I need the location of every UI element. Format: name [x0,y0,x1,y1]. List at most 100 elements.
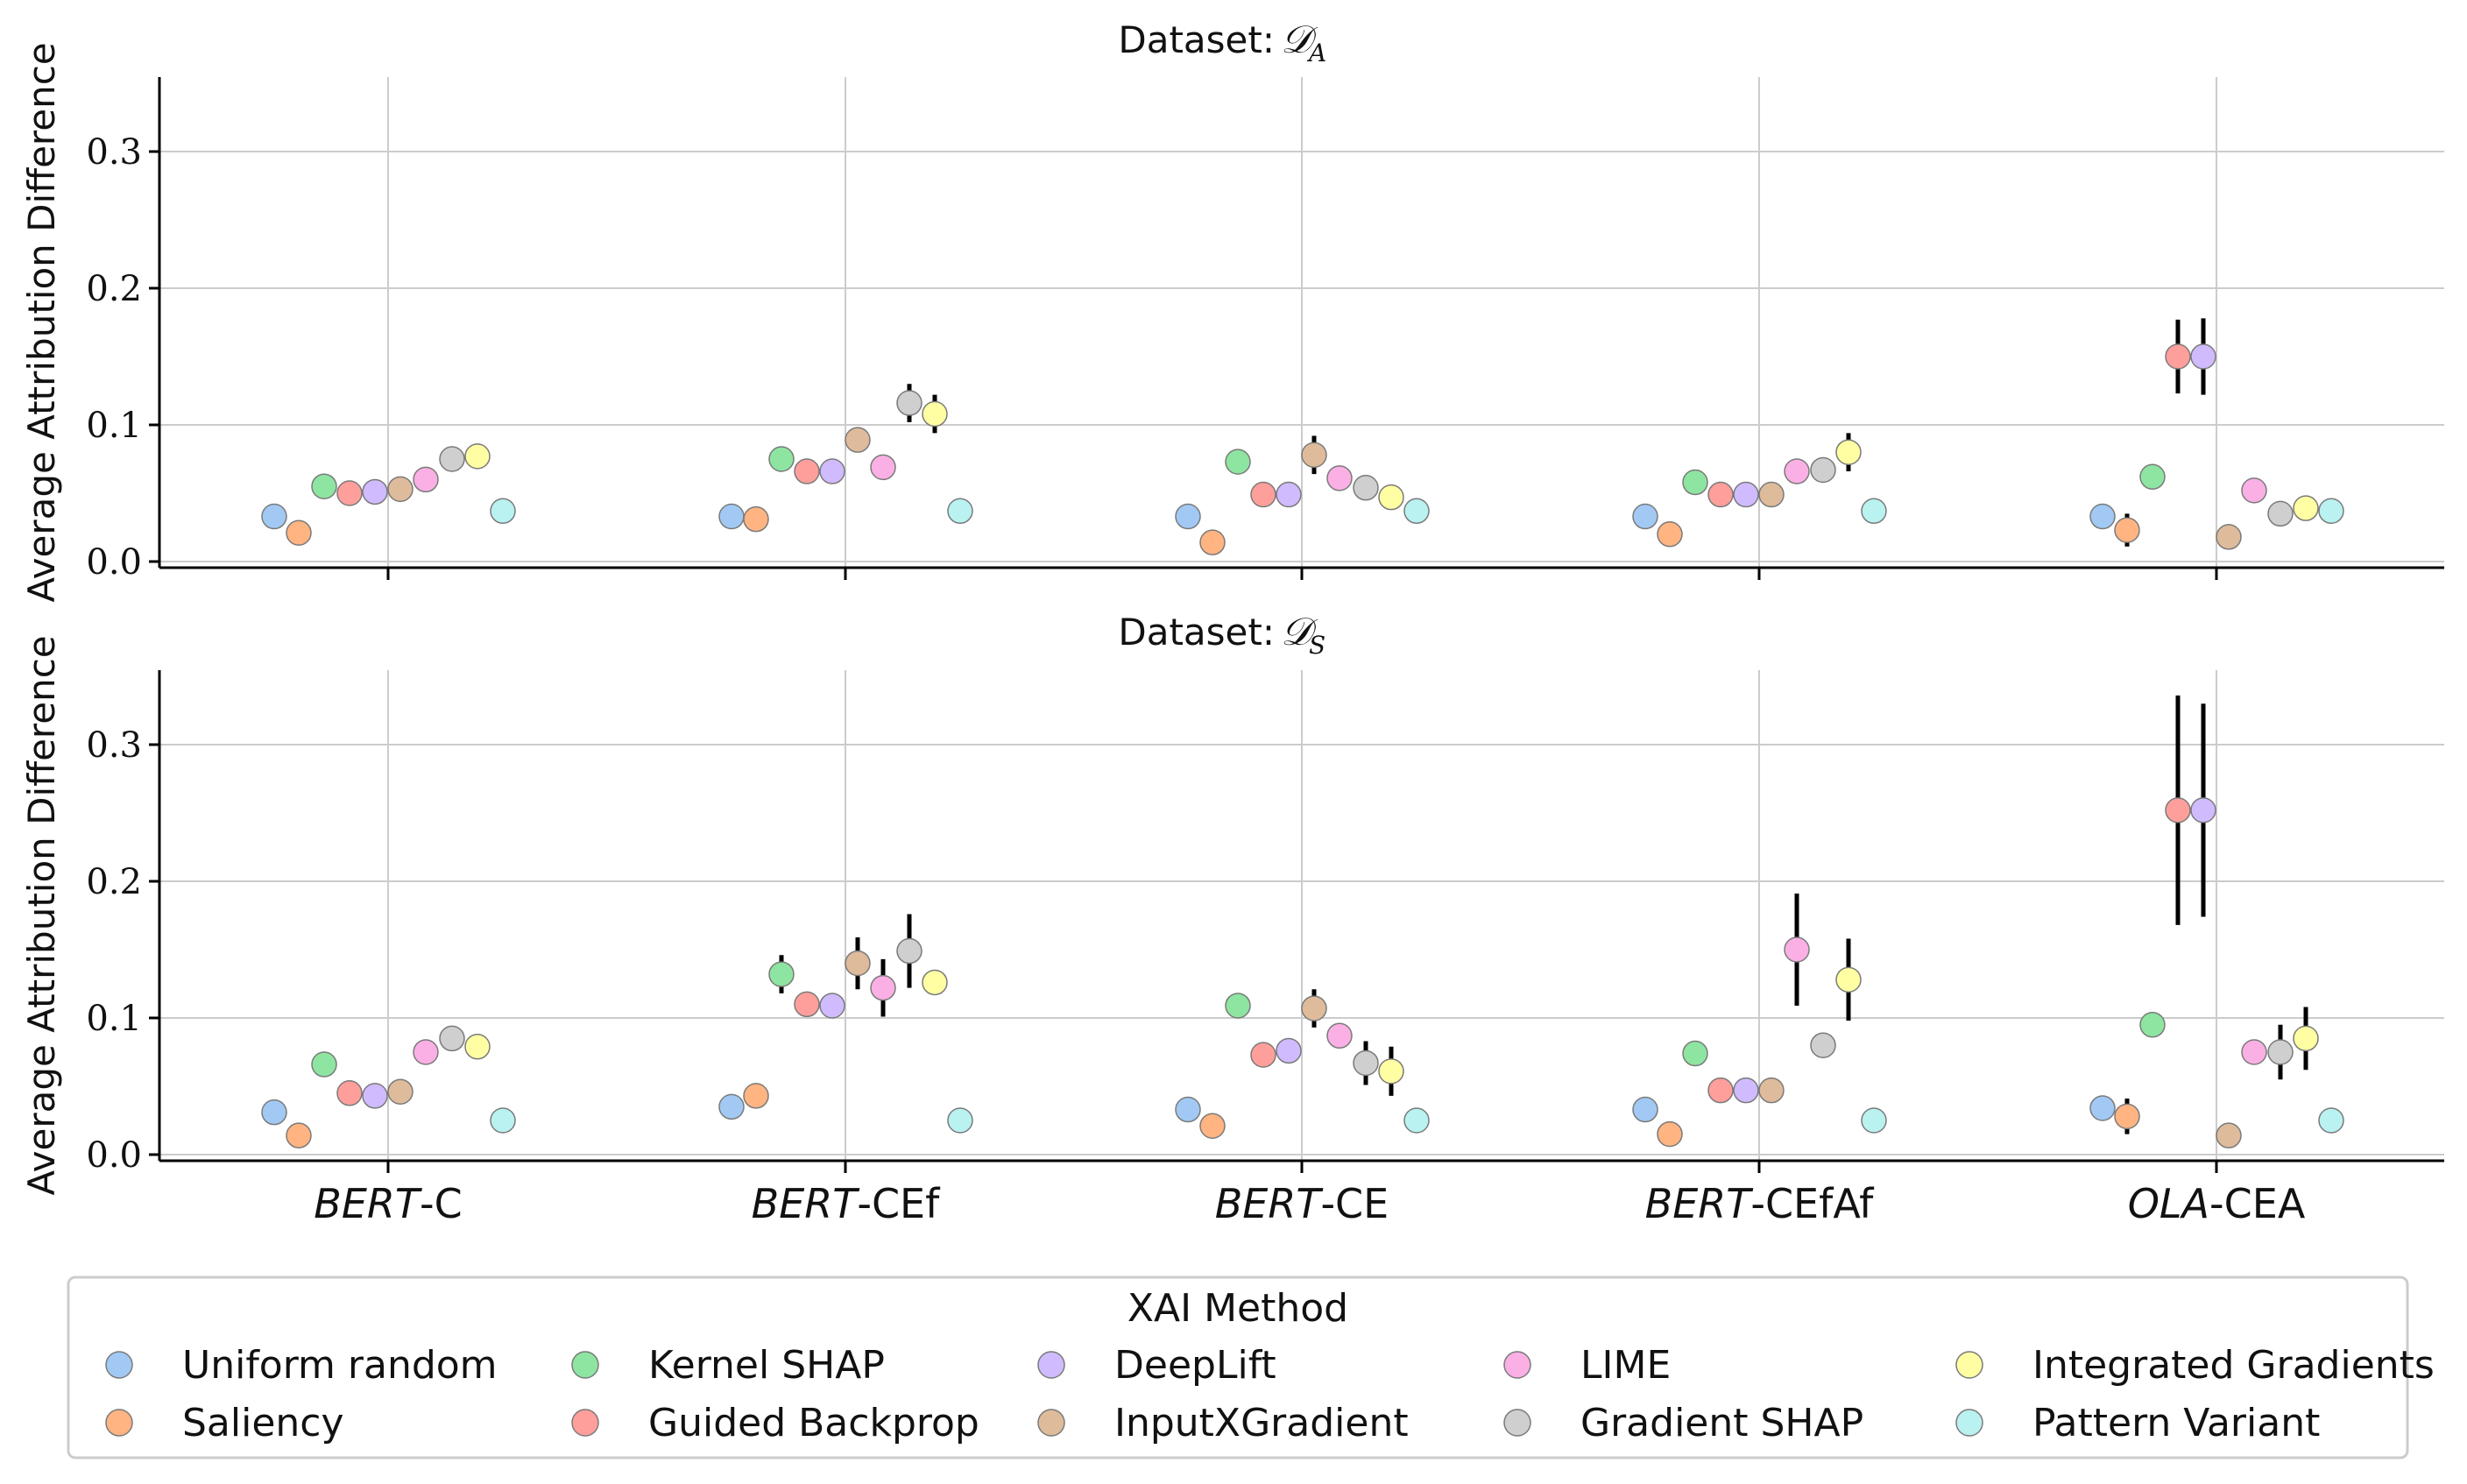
x-tick-label: BERT-C [314,1180,462,1227]
legend-marker [571,1409,599,1437]
legend-item: Kernel SHAP [571,1343,885,1388]
y-tick-label: 0.1 [86,406,142,446]
data-point [743,505,769,533]
data-point [490,498,516,525]
data-point [743,1083,769,1109]
data-point [718,1093,745,1120]
data-point [2318,1107,2344,1134]
x-tick-label: BERT-CEfAf [1645,1180,1875,1227]
data-point [1250,481,1276,508]
x-tick-labels: BERT-C BERT-CEf BERT-CE BERT-CEfAf OLA-CEA [314,1180,2306,1227]
legend-item: Guided Backprop [571,1401,979,1445]
data-point [794,991,820,1018]
data-point [311,1051,337,1078]
data-point [768,446,795,472]
data-point [1403,1107,1430,1134]
data-point [2267,500,2294,527]
data-point [1353,475,1379,501]
data-point [922,400,948,428]
legend-marker [1037,1351,1065,1379]
data-point [464,443,491,470]
data-point [1682,1040,1708,1067]
data-point [1199,529,1226,555]
data-point [362,478,388,505]
data-point [1326,1022,1353,1049]
x-tick-label-suffix: -C [420,1180,463,1227]
data-point [2089,1095,2116,1121]
legend-marker [105,1351,133,1379]
data-point [1632,503,1658,530]
data-point [1784,458,1810,484]
y-axis-label-bottom: Average Attribution Difference [20,635,63,1195]
data-point [1378,1058,1404,1085]
data-point [1326,465,1353,491]
data-point [922,969,948,996]
data-point [1861,1107,1887,1134]
x-tick-label-suffix: -CEfAf [1750,1180,1875,1227]
data-point [1758,481,1785,508]
x-tick-label: OLA-CEA [2128,1180,2306,1227]
data-point [336,480,363,506]
data-point [1301,995,1327,1021]
data-point [819,458,845,484]
data-point [2190,797,2216,823]
legend-marker [1037,1409,1065,1437]
x-tick-label: BERT-CEf [752,1180,941,1227]
data-point [2241,477,2267,504]
data-point [2114,517,2140,543]
data-point [1378,484,1404,511]
x-tick-label-suffix: -CEA [2209,1180,2306,1227]
data-point [870,974,896,1001]
x-tick-label-model: BERT [1645,1180,1755,1227]
legend-marker [1503,1351,1531,1379]
legend-marker [1503,1409,1531,1437]
data-point [1657,521,1683,548]
data-point [1707,1077,1734,1104]
legend-item: Integrated Gradients [1955,1343,2435,1388]
data-point [1353,1049,1379,1077]
data-point [464,1034,491,1060]
data-point [286,519,312,546]
y-tick-label: 0.3 [86,725,142,766]
data-point [845,950,871,977]
panel-title-subscript: S [1309,631,1325,660]
data-point [1733,481,1759,508]
legend-label: DeepLift [1114,1343,1276,1388]
data-point [1225,993,1251,1019]
data-point [1810,1032,1836,1058]
data-point [1276,481,1302,508]
panel-dataset-s: Dataset: 𝒟 S Average Attribution Differe… [20,610,2444,1196]
x-tick-label-model: BERT [314,1180,423,1227]
legend-item: DeepLift [1037,1343,1276,1388]
data-point [1758,1077,1785,1104]
data-point [2089,503,2116,530]
legend-marker [105,1409,133,1437]
x-tick-label-model: OLA [2128,1180,2209,1227]
data-point [2216,1122,2242,1148]
data-point [2216,524,2242,550]
legend-item: InputXGradient [1037,1401,1409,1445]
data-point [896,390,922,416]
data-point [1682,469,1708,496]
legend-label: Kernel SHAP [648,1343,885,1388]
data-point [387,1078,414,1105]
data-point [2293,495,2319,521]
data-point [1175,1096,1201,1123]
legend-marker [1955,1351,1983,1379]
data-point [2139,1012,2166,1038]
data-point [2114,1103,2140,1130]
data-point [947,1107,973,1134]
data-point [1301,442,1327,469]
legend-label: Integrated Gradients [2032,1343,2435,1388]
y-tick-label: 0.1 [86,999,142,1039]
y-tick-label: 0.0 [86,542,142,583]
data-point [439,446,465,472]
data-point [947,498,973,525]
legend-item: LIME [1503,1343,1671,1388]
legend-label: Guided Backprop [648,1401,979,1445]
data-point [2190,343,2216,370]
legend-frame [67,1276,2409,1459]
data-point [2267,1039,2294,1065]
data-point [2293,1025,2319,1052]
